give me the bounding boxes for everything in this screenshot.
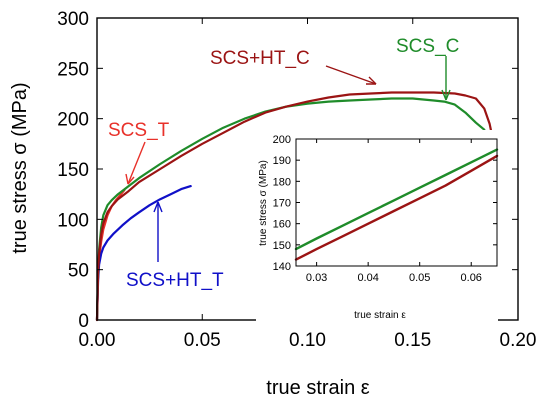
arrowhead-scs-ht-c bbox=[366, 76, 377, 85]
inset-x-axis-title: true strain ε bbox=[354, 310, 406, 321]
inset-x-tick-label: 0.04 bbox=[357, 272, 378, 284]
main-x-tick-label: 0.20 bbox=[500, 330, 537, 351]
main-y-axis-title: true stress σ (MPa) bbox=[9, 82, 31, 253]
inset-x-tick-label: 0.03 bbox=[306, 272, 327, 284]
arrow-scs-ht-c bbox=[325, 65, 377, 85]
main-y-tick-label: 50 bbox=[68, 261, 89, 282]
arrowhead-scs-ht-t bbox=[153, 201, 163, 213]
main-x-tick-label: 0.10 bbox=[289, 330, 326, 351]
inset-background bbox=[256, 130, 498, 322]
main-x-tick-label: 0.00 bbox=[79, 330, 116, 351]
annotation-scs-ht-t: SCS+HT_T bbox=[126, 270, 224, 291]
inset-y-tick-label: 200 bbox=[273, 134, 291, 146]
inset-x-tick-label: 0.05 bbox=[409, 272, 430, 284]
main-series-group bbox=[95, 91, 494, 322]
main-series-scs-c bbox=[95, 97, 486, 322]
inset-y-tick-label: 160 bbox=[273, 219, 291, 231]
annotation-scs-ht-c: SCS+HT_C bbox=[210, 48, 310, 69]
inset-y-tick-label: 190 bbox=[273, 155, 291, 167]
annotation-scs-t: SCS_T bbox=[108, 120, 170, 141]
main-x-axis-title: true strain ε bbox=[266, 377, 369, 399]
arrowhead-scs-t bbox=[125, 173, 135, 185]
main-y-tick-label: 250 bbox=[57, 59, 89, 80]
inset-y-tick-label: 170 bbox=[273, 198, 291, 210]
main-y-tick-label: 150 bbox=[57, 160, 89, 181]
main-y-tick-label: 100 bbox=[57, 210, 89, 231]
inset-series-scs-c bbox=[294, 148, 499, 251]
inset-y-axis-title: true stress σ (MPa) bbox=[258, 160, 269, 246]
main-y-tick-label: 300 bbox=[57, 9, 89, 30]
main-x-tick-label: 0.05 bbox=[184, 330, 221, 351]
inset-y-tick-label: 150 bbox=[273, 240, 291, 252]
inset-y-tick-label: 180 bbox=[273, 176, 291, 188]
main-x-tick-label: 0.15 bbox=[394, 330, 431, 351]
main-y-tick-label: 200 bbox=[57, 110, 89, 131]
main-series-scs-ht-c bbox=[95, 91, 494, 322]
inset-series-scs-ht-c bbox=[294, 154, 499, 261]
inset-x-tick-label: 0.06 bbox=[461, 272, 482, 284]
main-series-scs-ht-t bbox=[95, 185, 192, 322]
arrow-scs-t bbox=[127, 141, 146, 185]
inset-axes: 0.03 0.04 0.05 0.06 140 150 160 170 180 190 200 bbox=[273, 134, 498, 284]
inset-y-tick-label: 140 bbox=[273, 261, 291, 273]
annotations: SCS_T SCS+HT_T SCS_C SCS+HT_C bbox=[108, 36, 459, 291]
inset-series-group bbox=[294, 148, 499, 261]
arrowhead-scs-c bbox=[441, 89, 451, 101]
annotation-scs-c: SCS_C bbox=[396, 36, 459, 57]
main-y-tick-label: 0 bbox=[78, 311, 89, 332]
inset-chart: 0.03 0.04 0.05 0.06 140 150 160 170 180 190 200 tr… bbox=[256, 130, 499, 322]
